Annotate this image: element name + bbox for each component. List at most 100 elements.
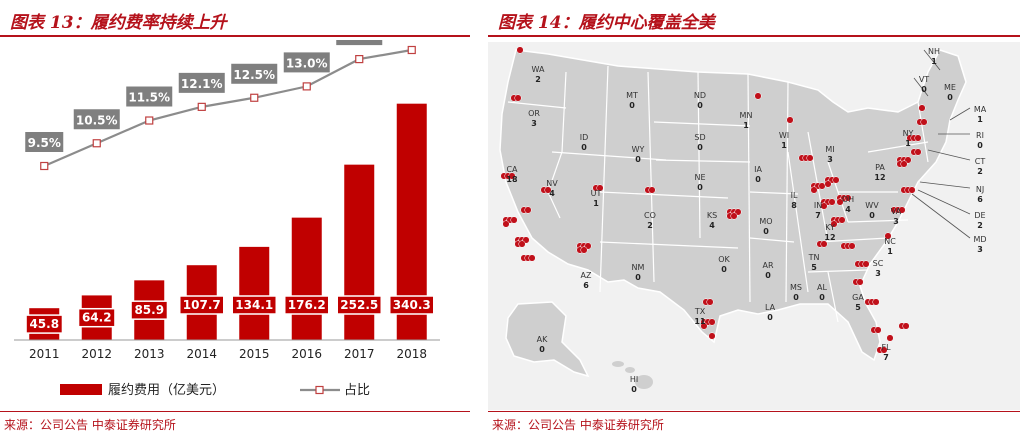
ratio-label-box xyxy=(25,132,64,152)
fulfillment-center-marker xyxy=(786,116,794,124)
callout-line xyxy=(913,77,929,97)
fulfillment-center-marker xyxy=(898,206,906,214)
state-abbr-label: FL xyxy=(881,343,891,352)
state-abbr-label: LA xyxy=(765,303,776,312)
ratio-point xyxy=(145,116,154,125)
source-note: 来源：公司公告 中泰证券研究所 xyxy=(4,418,176,432)
state-count-label: 6 xyxy=(583,281,589,290)
fulfillment-center-marker xyxy=(862,260,870,268)
state-abbr-label: SD xyxy=(694,133,705,142)
state-abbr-label: NV xyxy=(546,179,558,188)
fulfillment-center-marker xyxy=(820,202,828,210)
state-abbr-label: AR xyxy=(762,261,773,270)
legend-bar-label: 履约费用（亿美元） xyxy=(108,383,225,398)
state-count-label: 0 xyxy=(763,227,769,236)
fulfillment-center-marker xyxy=(730,212,738,220)
state-count-label: 1 xyxy=(887,247,893,256)
fulfillment-center-marker xyxy=(830,220,838,228)
fulfillment-center-marker xyxy=(580,246,588,254)
state-count-label: 7 xyxy=(815,211,821,220)
bar-value-box xyxy=(389,295,435,315)
bar-value-label: 64.2 xyxy=(82,311,112,325)
fulfillment-center-marker xyxy=(886,334,894,342)
state-count-label: 1 xyxy=(781,141,787,150)
state-count-label: 4 xyxy=(845,205,851,214)
fulfillment-center-marker xyxy=(902,322,910,330)
state-abbr-label: TN xyxy=(808,253,820,262)
state-abbr-label: KY xyxy=(825,223,835,232)
state-abbr-label: VA xyxy=(891,207,902,216)
state-abbr-label: PA xyxy=(875,163,885,172)
state-count-label: 0 xyxy=(581,143,587,152)
x-tick-label: 2013 xyxy=(134,347,165,361)
alaska-shape xyxy=(505,301,590,378)
bar-value-label: 340.3 xyxy=(393,298,431,312)
right-panel: 图表 14：履约中心覆盖全美 xyxy=(488,0,1028,436)
bar-value-box xyxy=(179,295,225,315)
ratio-value-label: 9.5% xyxy=(28,136,61,150)
bar-value-box xyxy=(130,300,169,320)
ratio-label-box xyxy=(73,109,120,130)
fulfillment-center-marker xyxy=(880,346,888,354)
state-abbr-label: MS xyxy=(790,283,802,292)
ratio-point xyxy=(197,102,206,111)
fulfillment-center-marker xyxy=(648,186,656,194)
ratio-point xyxy=(355,54,364,64)
fulfillment-center-marker xyxy=(510,216,518,224)
fulfillment-center-marker xyxy=(820,240,828,248)
ratio-value-label: 11.5% xyxy=(128,91,170,105)
state-abbr-label: ME xyxy=(944,83,956,92)
state-abbr-label: UT xyxy=(591,189,602,198)
state-count-label: 4 xyxy=(549,189,555,198)
state-abbr-label: NH xyxy=(928,47,940,56)
state-count-label: 0 xyxy=(697,183,703,192)
source-rule xyxy=(0,411,470,412)
state-count-label: 3 xyxy=(977,245,983,254)
state-count-label: 18 xyxy=(506,175,518,184)
state-count-label: 6 xyxy=(977,195,983,204)
state-count-label: 0 xyxy=(869,211,875,220)
state-abbr-label: CA xyxy=(506,165,518,174)
state-count-label: 0 xyxy=(629,101,635,110)
state-count-label: 12 xyxy=(824,233,835,242)
state-abbr-label: CT xyxy=(975,157,986,166)
state-count-label: 0 xyxy=(793,293,799,302)
ratio-label-box xyxy=(178,72,225,93)
fulfillment-center-marker xyxy=(754,92,762,100)
ratio-label-box xyxy=(126,86,173,107)
state-count-label: 0 xyxy=(921,85,927,94)
ratio-point xyxy=(40,161,49,171)
fulfillment-center-marker xyxy=(908,186,916,194)
state-count-label: 0 xyxy=(947,93,953,102)
state-abbr-label: OH xyxy=(842,195,854,204)
callout-line xyxy=(911,193,971,239)
callout-line xyxy=(917,189,971,215)
state-abbr-label: WI xyxy=(779,131,789,140)
ratio-label-box xyxy=(231,63,278,84)
state-abbr-label: NE xyxy=(694,173,705,182)
fulfillment-center-marker xyxy=(596,184,604,192)
state-abbr-label: MO xyxy=(759,217,772,226)
state-count-label: 2 xyxy=(977,167,983,176)
x-tick-label: 2012 xyxy=(81,347,112,361)
fulfillment-center-marker xyxy=(528,254,536,262)
fulfillment-center-marker xyxy=(884,232,892,240)
bar-value-label: 176.2 xyxy=(288,298,326,312)
fulfillment-center-marker xyxy=(514,94,522,102)
contiguous-us-shape xyxy=(499,49,967,362)
bar-value-box xyxy=(231,295,277,315)
fulfillment-center-marker xyxy=(708,318,716,326)
fulfillment-center-marker xyxy=(914,148,922,156)
fulfillment-cost-bar xyxy=(239,246,270,340)
ratio-value-label: 12.1% xyxy=(181,77,223,91)
ratio-value-label: 10.5% xyxy=(76,113,118,127)
state-count-label: 12 xyxy=(874,173,885,182)
state-count-label: 0 xyxy=(635,273,641,282)
fulfillment-center-marker xyxy=(502,220,510,228)
state-abbr-label: IN xyxy=(814,201,822,210)
title-rule xyxy=(0,35,470,37)
ratio-label-box xyxy=(283,52,330,73)
fulfillment-center-marker xyxy=(918,104,926,112)
state-abbr-label: IL xyxy=(791,191,798,200)
